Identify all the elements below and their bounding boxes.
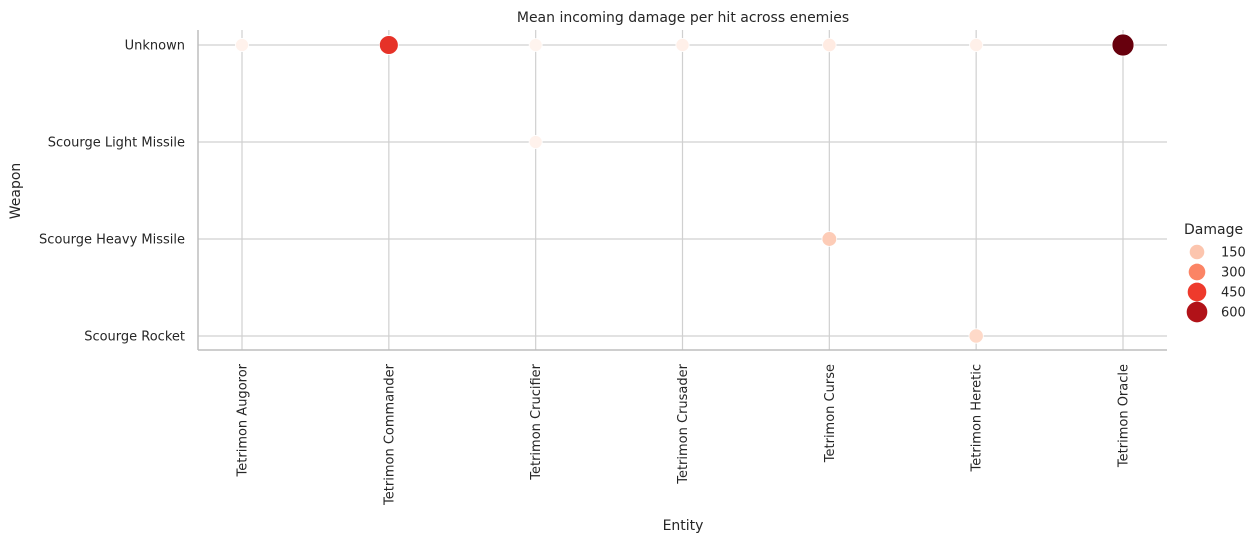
- chart-title: Mean incoming damage per hit across enem…: [517, 10, 849, 26]
- x-tick-label: Tetrimon Oracle: [1117, 364, 1132, 468]
- data-point: [821, 231, 838, 247]
- legend-title: Damage: [1184, 222, 1243, 238]
- x-tick-label: Tetrimon Crucifier: [529, 363, 544, 480]
- data-point: [378, 35, 399, 55]
- grid-lines: [198, 30, 1167, 350]
- legend-label: 450: [1221, 286, 1246, 301]
- legend-label: 300: [1221, 266, 1246, 281]
- data-point: [675, 37, 690, 53]
- y-tick-labels: Unknown Scourge Light Missile Scourge Heav…: [39, 39, 185, 345]
- y-axis-title: Weapon: [8, 163, 24, 220]
- data-point: [528, 135, 543, 149]
- x-tick-label: Tetrimon Augoror: [236, 363, 251, 477]
- data-point: [969, 37, 984, 53]
- x-tick-label: Tetrimon Commander: [382, 363, 397, 506]
- legend-label: 600: [1221, 306, 1246, 321]
- data-point: [1111, 33, 1135, 57]
- y-tick-label: Scourge Light Missile: [48, 136, 185, 151]
- y-tick-label: Scourge Rocket: [84, 330, 185, 345]
- data-point: [968, 328, 984, 344]
- data-points: [235, 33, 1135, 344]
- legend-marker: [1188, 263, 1206, 281]
- legend-marker: [1186, 301, 1208, 323]
- x-tick-label: Tetrimon Crusader: [676, 363, 691, 484]
- data-point: [528, 38, 543, 52]
- legend-label: 150: [1221, 246, 1246, 261]
- size-legend: Damage 150 300 450 600: [1184, 222, 1246, 323]
- y-tick-label: Scourge Heavy Missile: [39, 233, 185, 248]
- legend-marker: [1187, 282, 1207, 302]
- x-tick-labels: Tetrimon Augoror Tetrimon Commander Tetrim…: [236, 363, 1132, 506]
- x-tick-label: Tetrimon Curse: [823, 364, 838, 463]
- x-axis-title: Entity: [663, 518, 704, 534]
- y-tick-label: Unknown: [125, 39, 185, 54]
- axes: [197, 30, 1167, 351]
- data-point: [822, 37, 837, 53]
- data-point: [235, 38, 249, 52]
- x-tick-label: Tetrimon Heretic: [970, 364, 985, 472]
- legend-marker: [1189, 244, 1205, 260]
